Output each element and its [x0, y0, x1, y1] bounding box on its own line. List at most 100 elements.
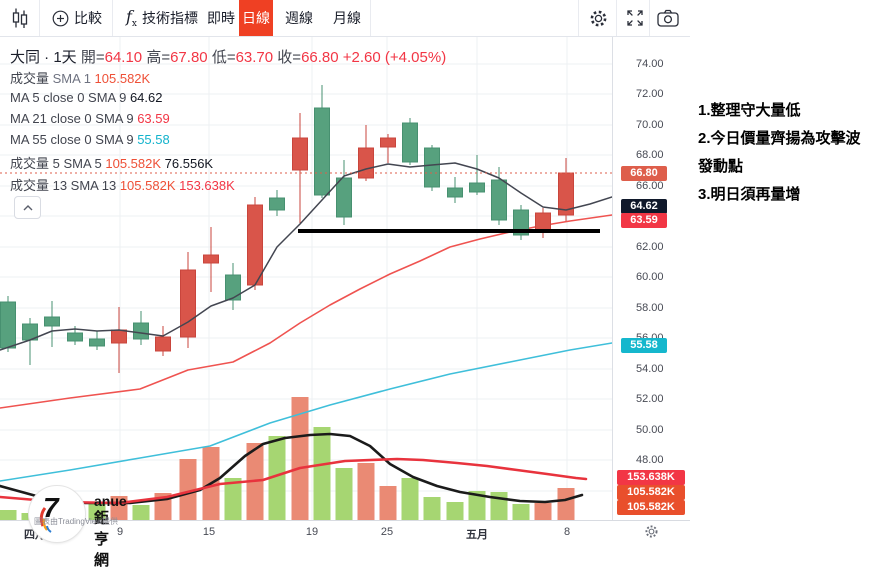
- compare-label: 比較: [74, 10, 102, 26]
- price-tick-label: 48.00: [636, 454, 664, 466]
- candle-body: [180, 269, 196, 338]
- toolbar: 比較 fx 技術指標 即時 日線 週線 月線: [0, 0, 690, 37]
- price-tick-label: 72.00: [636, 88, 664, 100]
- volume-bar: [132, 505, 150, 520]
- price-badge: 105.582K: [617, 499, 685, 515]
- candle-body: [0, 301, 16, 349]
- chart-style-button[interactable]: [6, 0, 34, 36]
- volume-bar: [0, 510, 17, 520]
- time-axis[interactable]: 四月 9 15 19 25 五月 8: [0, 520, 690, 545]
- note-line-1: 1.整理守大量低: [698, 102, 801, 119]
- volume-bar: [357, 463, 375, 520]
- price-tick-label: 60.00: [636, 271, 664, 283]
- chart-svg[interactable]: [0, 0, 612, 520]
- price-axis[interactable]: 74.0072.0070.0068.0066.0064.0062.0060.00…: [612, 36, 691, 520]
- price-tick-label: 66.00: [636, 180, 664, 192]
- price-badge: 153.638K: [617, 469, 685, 485]
- time-tick-label: 8: [563, 526, 571, 538]
- volume-bar: [512, 504, 530, 520]
- circle-plus-icon: [52, 10, 69, 27]
- price-badge: 63.59: [621, 212, 667, 228]
- toolbar-separator: [649, 0, 650, 36]
- candle-body: [491, 179, 507, 221]
- toolbar-separator: [39, 0, 40, 36]
- price-tick-label: 68.00: [636, 149, 664, 161]
- note-line-3: 發動點: [698, 158, 744, 175]
- indicators-button[interactable]: fx 技術指標: [119, 0, 205, 36]
- volume-bar: [534, 503, 552, 520]
- toolbar-separator: [112, 0, 113, 36]
- fullscreen-button[interactable]: [621, 0, 649, 36]
- volume-bar: [179, 459, 197, 520]
- candle-body: [269, 197, 285, 211]
- tab-daily[interactable]: 日線: [239, 0, 273, 36]
- candle-body: [89, 338, 105, 347]
- price-tick-label: 52.00: [636, 393, 664, 405]
- ma55-line: [0, 342, 612, 482]
- note-line-2: 2.今日價量齊揚為攻擊波: [698, 130, 861, 147]
- price-badge: 105.582K: [617, 484, 685, 500]
- toolbar-separator: [370, 0, 371, 36]
- candle-body: [225, 274, 241, 301]
- price-tick-label: 70.00: [636, 119, 664, 131]
- volume-bar: [379, 486, 397, 520]
- gear-icon: [589, 9, 608, 28]
- toolbar-separator: [616, 0, 617, 36]
- candle-body: [535, 212, 551, 231]
- snapshot-button[interactable]: [653, 0, 683, 36]
- candle-body: [44, 316, 60, 327]
- volume-bar: [66, 508, 84, 520]
- time-tick-label: 五月: [466, 529, 488, 541]
- candle-body: [380, 137, 396, 148]
- toolbar-separator: [578, 0, 579, 36]
- candle-body: [247, 204, 263, 286]
- indicators-label: 技術指標: [142, 10, 198, 26]
- legend-collapse-button[interactable]: [14, 196, 41, 219]
- time-tick-label: 19: [305, 526, 319, 538]
- tab-monthly[interactable]: 月線: [330, 0, 364, 36]
- volume-bar: [268, 436, 286, 520]
- volume-bar: [468, 491, 486, 520]
- axis-settings-icon[interactable]: [644, 524, 659, 542]
- volume-bar: [335, 468, 353, 520]
- candle-body: [314, 107, 330, 196]
- tab-weekly[interactable]: 週線: [282, 0, 316, 36]
- volume-bar: [291, 397, 309, 520]
- compare-button[interactable]: 比較: [46, 0, 108, 36]
- time-tick-label: 四月: [24, 529, 46, 541]
- volume-ma13-line: [0, 457, 588, 505]
- volume-bar: [224, 478, 242, 520]
- volume-ma5-line: [0, 432, 584, 505]
- notes-panel: 1.整理守大量低 2.今日價量齊揚為攻擊波 發動點 3.明日須再量增: [690, 0, 876, 544]
- time-tick-label: 9: [116, 526, 124, 538]
- ma5-line: [0, 162, 612, 351]
- candle-body: [67, 332, 83, 342]
- note-line-4: 3.明日須再量增: [698, 186, 801, 203]
- candle-body: [133, 322, 149, 340]
- candle-body: [424, 147, 440, 188]
- candle-body: [402, 122, 418, 163]
- volume-bar: [313, 427, 331, 520]
- time-tick-label: 25: [380, 526, 394, 538]
- ma21-line: [0, 214, 612, 409]
- fx-indicator-icon: fx: [126, 6, 137, 30]
- volume-bar: [401, 478, 419, 520]
- tab-realtime[interactable]: 即時: [205, 0, 237, 36]
- chevron-up-icon: [23, 204, 32, 210]
- camera-icon: [657, 9, 679, 27]
- candle-body: [111, 329, 127, 344]
- volume-bar: [88, 502, 106, 520]
- fullscreen-icon: [626, 9, 644, 27]
- price-tick-label: 58.00: [636, 302, 664, 314]
- volume-bar: [446, 502, 464, 520]
- settings-button[interactable]: [584, 0, 612, 36]
- candle-body: [447, 187, 463, 198]
- price-tick-label: 62.00: [636, 241, 664, 253]
- time-tick-label: 15: [202, 526, 216, 538]
- candle-body: [292, 137, 308, 171]
- volume-bar: [43, 511, 61, 520]
- candle-body: [513, 209, 529, 236]
- volume-bar: [21, 513, 39, 520]
- price-tick-label: 50.00: [636, 424, 664, 436]
